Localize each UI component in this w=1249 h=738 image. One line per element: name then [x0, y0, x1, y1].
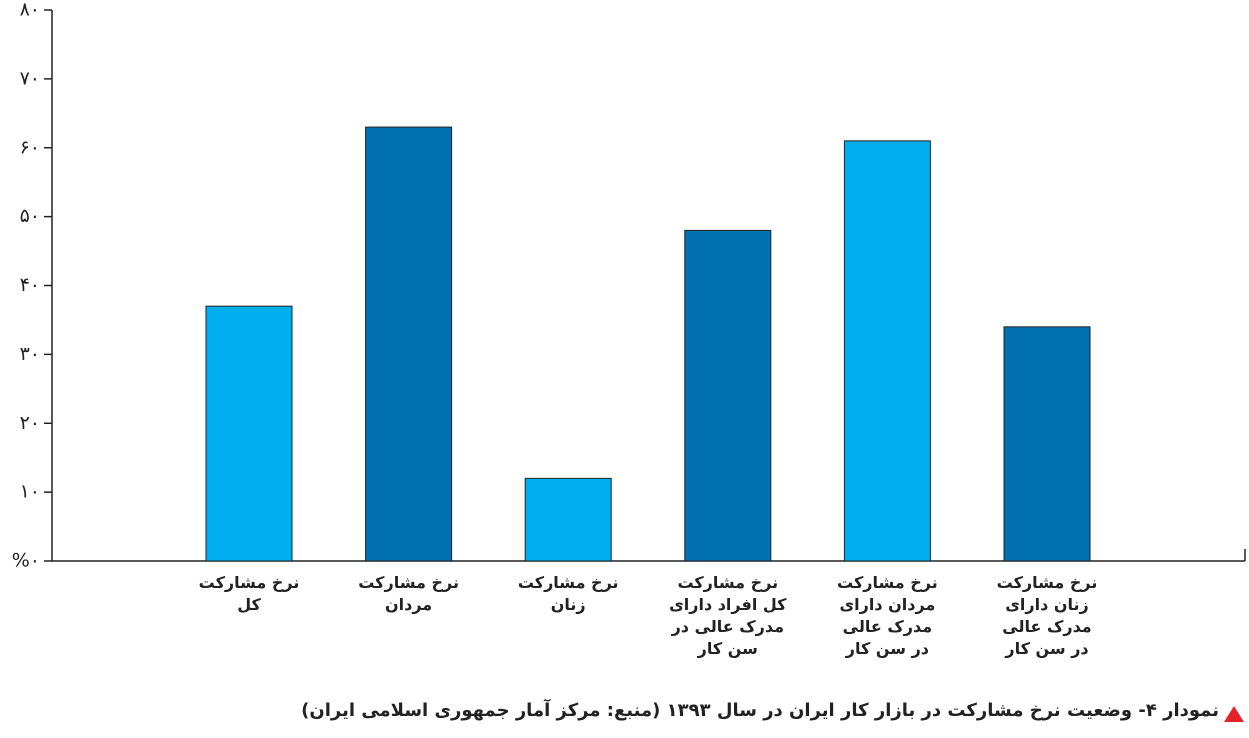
x-tick-label: نرخ مشارکت زنان دارای مدرک عالی در سن کا…	[996, 573, 1098, 658]
bar	[684, 229, 772, 562]
x-tick-label: نرخ مشارکت کل افراد دارای مدرک عالی در س…	[669, 573, 787, 658]
bar	[365, 126, 453, 562]
y-tick-label: ۶۰	[20, 136, 40, 158]
bar	[205, 305, 293, 562]
caption-marker	[1224, 706, 1244, 722]
y-tick-label: ۲۰	[20, 412, 40, 434]
y-tick-label: %۰	[12, 550, 40, 572]
y-tick-label: ۱۰	[20, 481, 40, 503]
y-tick-label: ۷۰	[20, 67, 40, 89]
x-tick-label: نرخ مشارکت مردان	[358, 573, 459, 614]
y-tick-label: ۸۰	[20, 0, 40, 21]
bar	[1003, 326, 1091, 562]
y-tick-label: ۴۰	[20, 274, 40, 296]
bar	[843, 140, 931, 562]
x-tick-label: نرخ مشارکت کل	[198, 573, 300, 614]
caption: نمودار ۴- وضعیت نرخ مشارکت در بازار کار …	[301, 700, 1219, 721]
x-tick-label: نرخ مشارکت زنان	[517, 573, 619, 614]
y-tick-label: ۵۰	[20, 205, 40, 227]
bar	[524, 477, 612, 562]
x-tick-label: نرخ مشارکت مردان دارای مدرک عالی در سن ک…	[837, 573, 938, 658]
y-tick-label: ۳۰	[20, 343, 40, 365]
